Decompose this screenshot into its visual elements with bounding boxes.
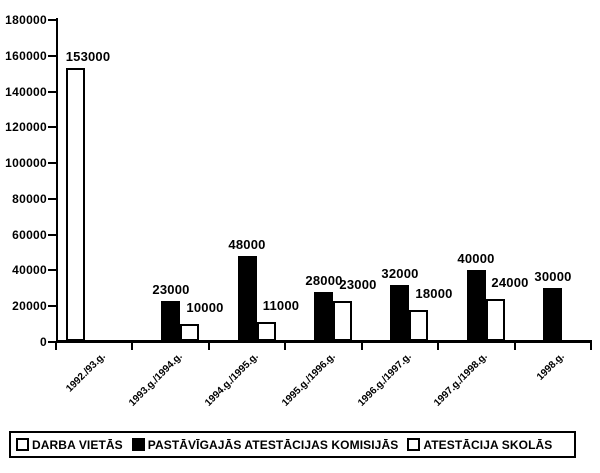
bar-value-label: 32000 [381,266,419,281]
bar-value-label: 18000 [415,286,453,301]
bar-value-label: 48000 [228,237,266,252]
bar-value-label: 10000 [186,300,224,315]
y-axis-tick [48,197,57,200]
y-axis-tick [48,269,57,272]
bar-value-label: 23000 [339,277,377,292]
y-axis-line [56,18,58,343]
bar [543,288,562,341]
y-axis-tick [48,126,57,129]
bar [314,292,333,341]
bar-value-label: 30000 [534,269,572,284]
x-axis-tick [55,343,57,350]
x-axis-tick [590,343,592,350]
x-axis-tick [207,343,210,350]
legend-item: PASTĀVĪGAJĀS ATESTĀCIJAS KOMISIJĀS [131,437,399,452]
bar [257,322,276,341]
y-axis-tick [48,19,57,21]
bar [66,68,85,341]
y-axis-tick-label: 40000 [12,263,47,278]
legend-box: DARBA VIETĀS PASTĀVĪGAJĀS ATESTĀCIJAS KOM… [9,431,576,458]
y-axis-tick-label: 180000 [5,13,47,27]
bar-value-label: 40000 [457,251,495,266]
bar [333,301,352,341]
legend-item: ATESTĀCIJA SKOLĀS [407,438,552,452]
bar [180,324,199,341]
legend-label: ATESTĀCIJA SKOLĀS [423,437,553,452]
y-axis-tick-label: 20000 [12,299,47,314]
y-axis-tick-label: 60000 [12,227,47,242]
bar-value-label: 11000 [262,298,300,313]
legend-label: PASTĀVĪGAJĀS ATESTĀCIJAS KOMISIJĀS [147,437,399,452]
bar [238,256,257,341]
legend-swatch-icon [16,438,29,451]
bar-value-label: 24000 [491,275,529,290]
x-axis-tick [131,343,134,350]
plot-area: 0 20000 40000 60000 80000 100000 120000 140000 1… [5,13,592,409]
y-axis-tick-label: 140000 [5,84,47,99]
x-axis-tick [360,343,363,350]
x-axis-line [56,340,592,343]
y-axis-tick [48,233,57,236]
bar [390,285,409,341]
bar-value-label: 153000 [65,49,111,64]
bar [486,299,505,341]
y-axis-tick-label: 160000 [5,48,47,63]
y-axis-tick [48,162,57,165]
legend-swatch-icon [131,438,145,451]
legend-label: DARBA VIETĀS [32,437,123,452]
y-axis-tick-label: 120000 [5,120,47,135]
x-axis-tick [513,343,516,350]
x-axis-tick [437,343,440,350]
bar [467,270,486,341]
y-axis-tick-label: 100000 [5,156,47,171]
y-axis-tick [48,54,57,57]
y-axis-tick [48,90,57,93]
bar [161,301,180,341]
y-axis-tick-label: 80000 [12,191,47,206]
bar-chart: 0 20000 40000 60000 80000 100000 120000 140000 1… [5,13,592,458]
y-axis-tick-label: 0 [40,335,47,349]
bar-value-label: 28000 [305,273,343,288]
y-axis-tick [48,305,57,308]
bar [409,310,428,341]
legend-swatch-icon [407,438,421,451]
x-axis-tick [284,343,287,350]
legend-item: DARBA VIETĀS [16,438,123,452]
y-axis-tick [48,341,57,343]
bar-value-label: 23000 [152,282,190,297]
